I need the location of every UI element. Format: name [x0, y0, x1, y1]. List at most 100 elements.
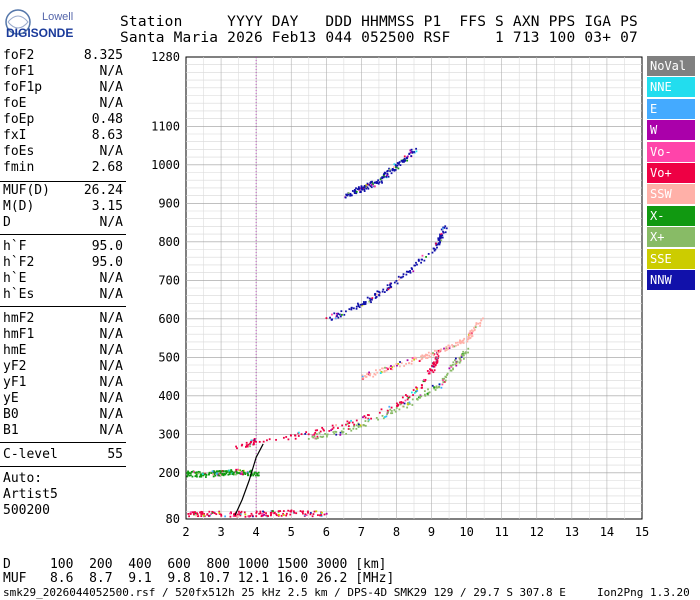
data-point — [251, 514, 254, 517]
data-point — [377, 182, 380, 185]
y-tick-label: 400 — [158, 389, 180, 403]
data-point — [457, 344, 459, 346]
data-point — [464, 351, 467, 354]
data-point — [398, 365, 401, 368]
separator — [0, 234, 126, 235]
data-point — [365, 184, 368, 186]
data-point — [420, 384, 423, 386]
data-point — [258, 440, 261, 443]
data-point — [245, 441, 248, 444]
data-point — [395, 279, 398, 282]
data-point — [189, 474, 192, 477]
data-point — [277, 514, 280, 517]
data-point — [419, 394, 422, 397]
data-point — [387, 368, 389, 371]
data-point — [294, 437, 297, 440]
data-point — [435, 358, 438, 361]
data-point — [450, 369, 453, 372]
data-point — [261, 512, 264, 515]
data-point — [353, 425, 355, 428]
data-point — [364, 375, 366, 377]
data-point — [425, 354, 428, 357]
data-point — [255, 515, 258, 518]
data-point — [229, 512, 232, 515]
data-point — [412, 270, 415, 273]
series-4 — [344, 147, 418, 199]
data-point — [469, 330, 472, 333]
data-point — [186, 472, 188, 474]
data-point — [459, 342, 462, 345]
data-point — [332, 426, 335, 429]
param-value: N/A — [99, 375, 123, 390]
data-point — [210, 513, 213, 515]
data-point — [462, 354, 465, 357]
data-point — [416, 388, 418, 391]
data-point — [347, 425, 350, 428]
param-value: 3.15 — [91, 199, 123, 214]
data-point — [364, 301, 367, 304]
data-point — [245, 446, 247, 448]
data-point — [428, 354, 431, 357]
data-point — [250, 439, 253, 442]
data-point — [215, 472, 218, 475]
param-row: yE N/A — [0, 391, 126, 407]
param-value: N/A — [99, 311, 123, 326]
data-point — [282, 512, 284, 515]
series-5 — [186, 468, 260, 478]
data-point — [304, 433, 307, 435]
data-point — [366, 186, 369, 189]
param-value: N/A — [99, 327, 123, 342]
data-point — [269, 512, 272, 514]
data-point — [331, 313, 333, 316]
data-point — [340, 310, 343, 313]
data-point — [362, 301, 365, 303]
data-point — [440, 239, 443, 242]
data-point — [420, 395, 423, 398]
legend-item-sse: SSE — [647, 248, 695, 269]
data-point — [192, 511, 195, 514]
param-row: foF2 8.325 — [0, 48, 126, 64]
data-point — [443, 377, 446, 380]
data-point — [444, 349, 447, 352]
data-point — [473, 328, 476, 331]
param-name: hmE — [3, 343, 27, 358]
data-point — [375, 295, 378, 298]
data-point — [381, 176, 384, 178]
data-point — [236, 471, 238, 474]
data-point — [225, 472, 227, 475]
data-point — [442, 227, 444, 230]
data-point — [317, 514, 319, 517]
data-point — [339, 315, 342, 318]
data-point — [436, 350, 438, 352]
data-point — [334, 317, 337, 320]
data-point — [440, 228, 443, 231]
data-point — [362, 424, 365, 426]
data-point — [443, 381, 446, 383]
data-point — [409, 270, 411, 272]
data-point — [427, 391, 430, 394]
data-point — [469, 332, 472, 335]
data-point — [426, 392, 429, 395]
data-point — [411, 360, 413, 363]
data-point — [363, 184, 366, 187]
data-point — [427, 351, 430, 354]
data-point — [249, 515, 252, 517]
data-point — [395, 363, 398, 365]
data-point — [355, 424, 358, 427]
data-point — [311, 434, 314, 437]
y-tick-label: 200 — [158, 466, 180, 480]
data-point — [400, 159, 403, 162]
data-point — [387, 169, 389, 172]
data-point — [392, 166, 395, 169]
data-point — [393, 281, 396, 284]
data-point — [377, 418, 380, 421]
data-point — [445, 345, 448, 348]
x-tick-label: 5 — [288, 525, 295, 539]
data-point — [413, 151, 415, 153]
data-point — [363, 190, 366, 192]
data-point — [368, 414, 370, 417]
data-point — [471, 330, 474, 333]
data-point — [415, 390, 418, 393]
data-point — [350, 429, 353, 432]
data-point — [232, 473, 235, 476]
